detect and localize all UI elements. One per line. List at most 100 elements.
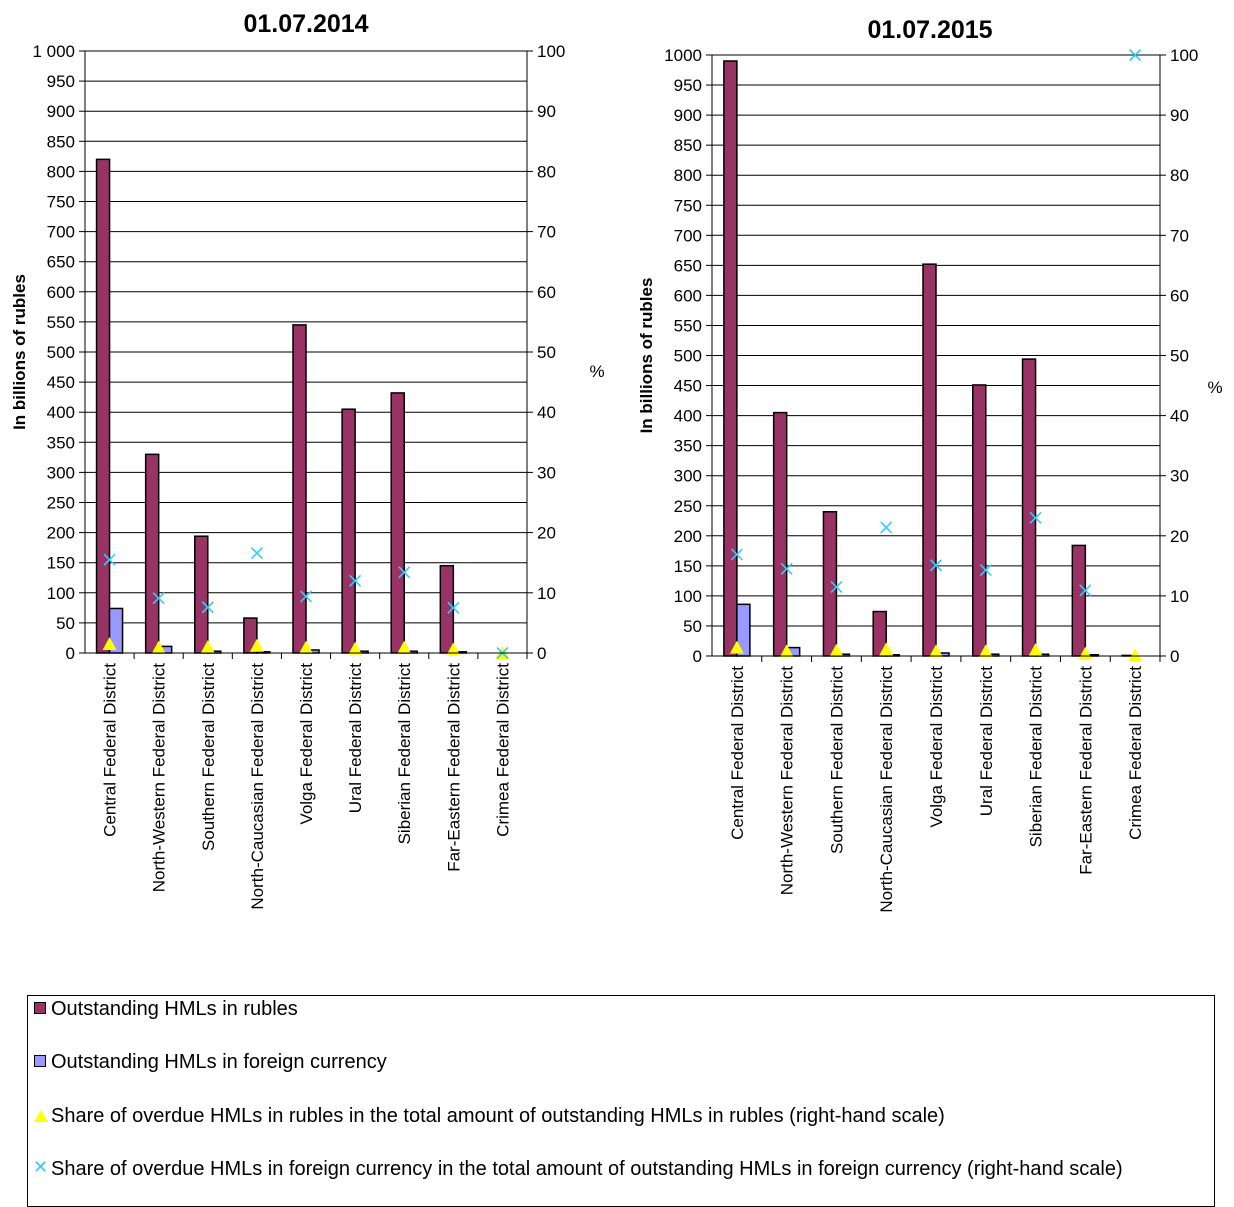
- left-tick-label: 750: [47, 193, 75, 212]
- right-tick-label: 80: [537, 162, 556, 181]
- marker-share-foreign: [780, 562, 793, 575]
- legend-item-rubles: Outstanding HMLs in rubles: [33, 998, 1191, 1020]
- category-label: Southern Federal District: [827, 666, 846, 854]
- legend-swatch-foreign: [33, 1051, 49, 1071]
- right-tick-label: 70: [537, 223, 556, 242]
- bar-rubles: [292, 324, 307, 654]
- category-label: Central Federal District: [101, 663, 120, 837]
- left-tick-label: 550: [674, 316, 702, 335]
- legend-label-share-rubles: Share of overdue HMLs in rubles in the t…: [51, 1105, 945, 1127]
- chart-2: 01.07.2015050100150200250300350400450500…: [637, 16, 1223, 913]
- left-tick-label: 200: [47, 524, 75, 543]
- right-tick-label: 20: [537, 524, 556, 543]
- right-tick-label: 0: [1170, 647, 1179, 666]
- left-tick-label: 350: [47, 433, 75, 452]
- marker-share-rubles: [729, 640, 744, 654]
- marker-share-foreign: [1079, 584, 1092, 597]
- marker-share-foreign: [447, 601, 460, 614]
- left-tick-label: 1000: [664, 46, 702, 65]
- marker-share-foreign: [398, 566, 411, 579]
- marker-share-rubles: [1128, 648, 1143, 662]
- right-tick-label: 70: [1170, 226, 1189, 245]
- bar-rubles: [922, 263, 937, 657]
- legend-label-share-foreign: Share of overdue HMLs in foreign currenc…: [51, 1158, 1123, 1180]
- marker-share-foreign: [929, 559, 943, 572]
- right-tick-label: 90: [1170, 106, 1189, 125]
- chart-1: 01.07.2014050100150200250300350400450500…: [10, 10, 605, 910]
- left-tick-label: 850: [47, 132, 75, 151]
- legend-triangle-shape: [34, 1110, 48, 1122]
- bar-rubles: [390, 392, 405, 654]
- left-tick-label: 150: [47, 554, 75, 573]
- category-label: North-Caucasian Federal District: [248, 663, 267, 910]
- y-axis-label: In billions of rubles: [637, 278, 656, 434]
- category-label: North-Western Federal District: [150, 663, 169, 893]
- left-tick-label: 100: [674, 587, 702, 606]
- left-tick-label: 0: [693, 647, 702, 666]
- category-label: Siberian Federal District: [1027, 666, 1046, 848]
- bar-rubles: [95, 158, 111, 654]
- bar-rubles: [144, 453, 160, 654]
- left-tick-label: 800: [47, 162, 75, 181]
- left-tick-label: 100: [47, 584, 75, 603]
- chart-title: 01.07.2014: [243, 10, 368, 38]
- y2-axis-label: %: [1207, 378, 1222, 397]
- marker-share-rubles: [397, 640, 412, 654]
- left-tick-label: 0: [66, 644, 75, 663]
- left-tick-label: 500: [674, 347, 702, 366]
- left-tick-label: 550: [47, 313, 75, 332]
- left-tick-label: 250: [674, 497, 702, 516]
- category-label: Volga Federal District: [927, 666, 946, 828]
- left-tick-label: 700: [674, 226, 702, 245]
- legend-swatch-rubles: [33, 998, 49, 1018]
- marker-share-foreign: [1129, 48, 1142, 62]
- legend-item-foreign: Outstanding HMLs in foreign currency: [33, 1051, 1191, 1073]
- legend-label-rubles: Outstanding HMLs in rubles: [51, 998, 298, 1020]
- right-tick-label: 60: [1170, 286, 1189, 305]
- category-label: Central Federal District: [728, 666, 747, 840]
- left-tick-label: 450: [674, 377, 702, 396]
- right-tick-label: 40: [1170, 407, 1189, 426]
- bar-rubles: [972, 384, 987, 657]
- category-label: Crimea Federal District: [1126, 666, 1145, 840]
- marker-share-rubles: [929, 644, 943, 658]
- marker-share-rubles: [151, 640, 166, 654]
- chart-title: 01.07.2015: [867, 16, 992, 44]
- left-tick-label: 950: [674, 76, 702, 95]
- right-tick-label: 90: [537, 102, 556, 121]
- left-tick-label: 800: [674, 166, 702, 185]
- left-tick-label: 500: [47, 343, 75, 362]
- marker-share-foreign: [299, 590, 313, 603]
- marker-share-foreign: [152, 592, 165, 605]
- category-label: North-Caucasian Federal District: [877, 666, 896, 913]
- legend-label-foreign: Outstanding HMLs in foreign currency: [51, 1051, 387, 1073]
- marker-share-rubles: [348, 641, 363, 655]
- left-tick-label: 400: [674, 407, 702, 426]
- left-tick-label: 400: [47, 403, 75, 422]
- bar-rubles: [723, 60, 738, 657]
- category-label: Far-Eastern Federal District: [444, 663, 463, 872]
- bar-rubles: [1021, 358, 1037, 657]
- category-label: Ural Federal District: [346, 663, 365, 813]
- left-tick-label: 950: [47, 72, 75, 91]
- bar-rubles: [1071, 544, 1087, 657]
- left-tick-label: 250: [47, 494, 75, 513]
- left-tick-label: 350: [674, 437, 702, 456]
- right-tick-label: 20: [1170, 527, 1189, 546]
- left-tick-label: 200: [674, 527, 702, 546]
- left-tick-label: 850: [674, 136, 702, 155]
- right-tick-label: 50: [1170, 347, 1189, 366]
- left-tick-label: 450: [47, 373, 75, 392]
- legend-cross-icon: ✕: [33, 1157, 49, 1178]
- category-label: Siberian Federal District: [395, 663, 414, 845]
- left-tick-label: 50: [683, 617, 702, 636]
- y-axis-label: In billions of rubles: [10, 274, 29, 430]
- marker-share-rubles: [1028, 642, 1043, 656]
- charts-canvas: 01.07.2014050100150200250300350400450500…: [10, 10, 1223, 913]
- marker-share-rubles: [779, 644, 794, 658]
- left-tick-label: 750: [674, 196, 702, 215]
- right-tick-label: 100: [1170, 46, 1198, 65]
- marker-share-foreign: [830, 580, 843, 593]
- right-tick-label: 50: [537, 343, 556, 362]
- legend-item-share-foreign: ✕ Share of overdue HMLs in foreign curre…: [33, 1157, 1191, 1180]
